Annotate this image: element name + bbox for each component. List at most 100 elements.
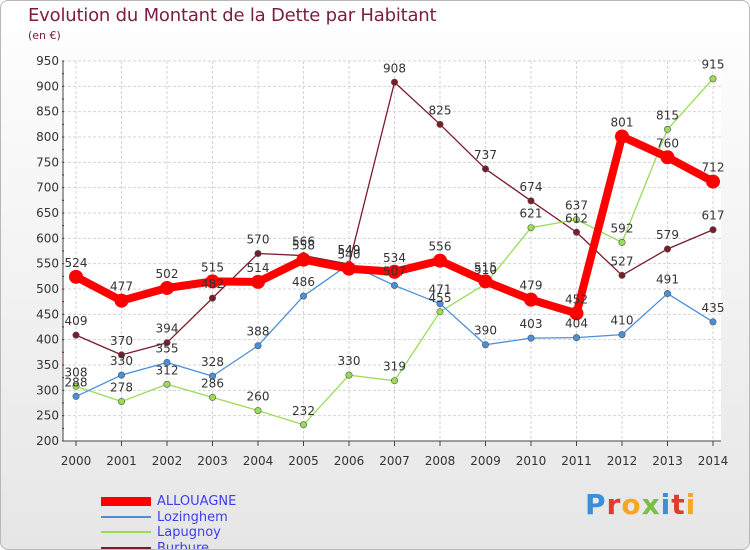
data-label: 579: [656, 228, 679, 242]
data-label: 471: [429, 283, 452, 297]
data-point: [709, 318, 717, 326]
data-point: [163, 358, 171, 366]
data-label: 825: [429, 103, 452, 117]
logo-letter: x: [641, 488, 661, 521]
x-tick-label: 2011: [561, 454, 592, 468]
data-point: [436, 308, 444, 316]
data-point: [481, 341, 489, 349]
chart-subtitle: (en €): [28, 29, 61, 42]
data-point: [118, 351, 126, 359]
x-tick-label: 2007: [379, 454, 410, 468]
data-label: 815: [656, 108, 679, 122]
data-point: [254, 250, 262, 258]
data-point: [663, 290, 671, 298]
data-label: 308: [65, 365, 88, 379]
data-label: 479: [520, 279, 543, 293]
data-point: [72, 382, 80, 390]
legend-item-lozinghem: Lozinghem: [101, 509, 228, 525]
data-point: [69, 269, 83, 284]
data-point: [254, 407, 262, 415]
data-label: 801: [611, 115, 634, 129]
data-point: [118, 397, 126, 405]
data-point: [254, 342, 262, 350]
data-point: [160, 280, 174, 295]
legend-swatch: [101, 516, 151, 518]
data-label: 312: [156, 363, 179, 377]
y-tick-label: 500: [36, 282, 59, 296]
data-label: 491: [656, 273, 679, 287]
data-label: 621: [520, 207, 543, 221]
data-point: [387, 264, 402, 279]
x-tick-label: 2008: [425, 454, 456, 468]
legend-item-allouagne: ALLOUAGNE: [101, 493, 236, 509]
data-label: 674: [520, 180, 543, 194]
data-label: 549: [338, 243, 361, 257]
data-label: 566: [292, 235, 315, 249]
data-point: [342, 261, 356, 276]
y-tick-label: 950: [36, 54, 59, 68]
data-point: [296, 252, 311, 267]
data-point: [163, 339, 171, 347]
data-point: [118, 371, 126, 379]
data-label: 617: [702, 209, 725, 223]
data-point: [569, 306, 584, 321]
data-label: 404: [565, 317, 588, 331]
data-label: 514: [247, 261, 270, 275]
data-label: 534: [383, 251, 406, 265]
data-label: 410: [611, 314, 634, 328]
data-label: 502: [156, 267, 179, 281]
data-point: [390, 78, 398, 86]
data-label: 435: [702, 301, 725, 315]
data-point: [663, 245, 671, 253]
data-label: 612: [565, 211, 588, 225]
data-point: [572, 334, 580, 342]
data-label: 390: [474, 324, 497, 338]
data-point: [478, 274, 493, 289]
y-tick-label: 400: [36, 333, 59, 347]
x-tick-label: 2003: [197, 454, 228, 468]
x-tick-label: 2014: [698, 454, 729, 468]
proxiti-logo: Proxiti: [585, 488, 696, 521]
data-label: 549: [338, 243, 361, 257]
data-point: [436, 120, 444, 128]
data-label: 286: [201, 376, 224, 390]
data-point: [299, 421, 307, 429]
data-label: 515: [201, 260, 224, 274]
data-label: 370: [110, 334, 133, 348]
data-point: [72, 392, 80, 400]
x-tick-label: 2001: [106, 454, 137, 468]
logo-letter: i: [685, 488, 697, 521]
data-label: 330: [110, 354, 133, 368]
y-tick-label: 600: [36, 231, 59, 245]
data-point: [481, 165, 489, 173]
data-label: 394: [156, 322, 179, 336]
legend-item-lapugnoy: Lapugnoy: [101, 524, 221, 540]
logo-letter: t: [671, 488, 686, 521]
data-point: [114, 293, 129, 308]
data-label: 482: [201, 277, 224, 291]
y-tick-label: 750: [36, 155, 59, 169]
data-label: 455: [429, 291, 452, 305]
y-tick-label: 800: [36, 130, 59, 144]
logo-letter: i: [660, 488, 672, 521]
data-point: [618, 271, 626, 279]
data-point: [709, 226, 717, 234]
legend-swatch: [101, 496, 151, 506]
data-label: 712: [702, 161, 725, 175]
data-point: [524, 292, 538, 307]
data-point: [572, 216, 580, 224]
data-point: [209, 294, 217, 302]
x-tick-label: 2002: [152, 454, 183, 468]
data-point: [251, 274, 265, 289]
data-label: 452: [565, 292, 588, 306]
x-tick-label: 2004: [243, 454, 274, 468]
x-tick-label: 2006: [334, 454, 365, 468]
data-point: [572, 228, 580, 236]
data-label: 915: [702, 58, 725, 72]
data-point: [709, 75, 717, 83]
data-label: 540: [338, 248, 361, 262]
legend-item-burbure: Burbure: [101, 540, 209, 549]
data-point: [433, 253, 447, 268]
data-label: 515: [474, 260, 497, 274]
